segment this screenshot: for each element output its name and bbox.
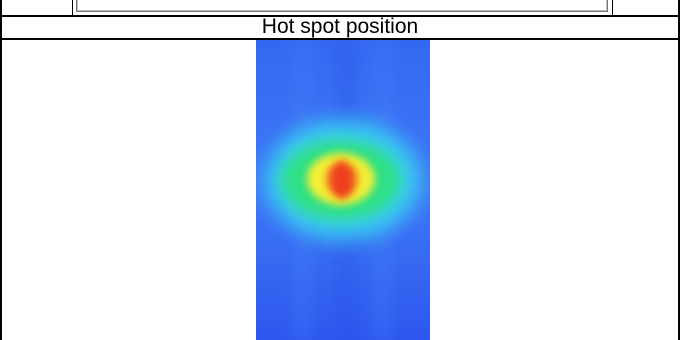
table-border-left	[0, 0, 2, 340]
upper-cell-frame	[76, 0, 608, 12]
table-row-divider-bottom	[0, 38, 680, 40]
hot-spot-heatmap-image	[256, 40, 430, 340]
table-caption: Hot spot position	[261, 15, 419, 38]
heatmap-hot-spot	[332, 160, 352, 200]
table-border-right	[678, 0, 680, 340]
upper-cell-border-left	[72, 0, 73, 15]
upper-cell-border-right	[612, 0, 613, 15]
table-row-divider-top	[0, 15, 680, 17]
heatmap-graphic	[256, 40, 430, 340]
